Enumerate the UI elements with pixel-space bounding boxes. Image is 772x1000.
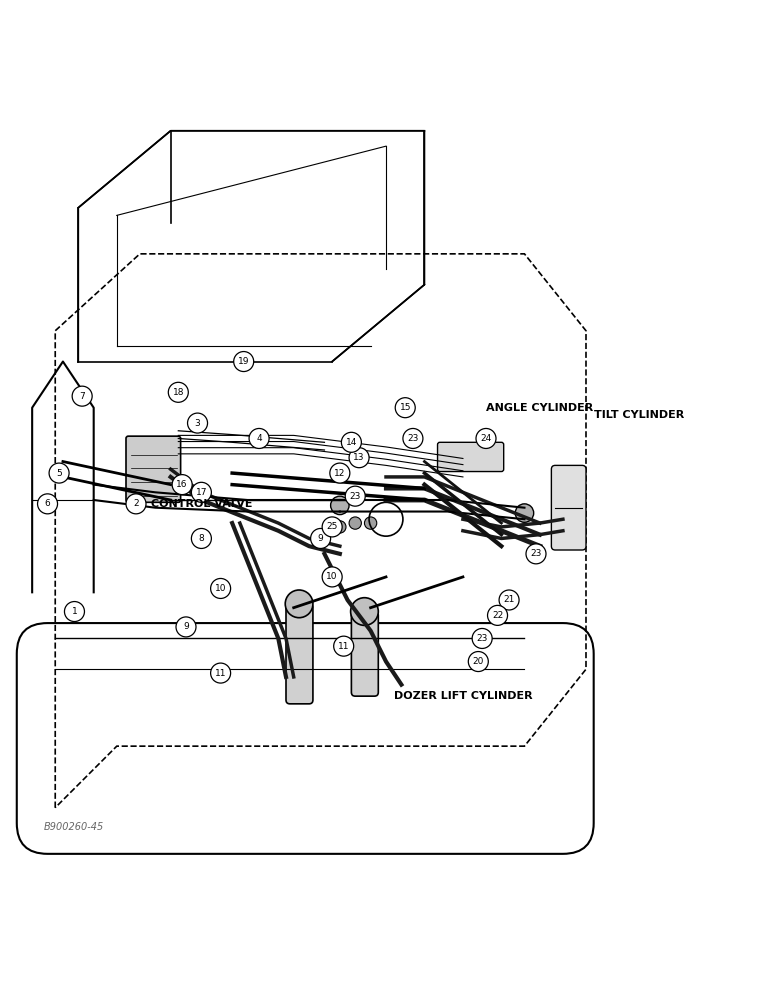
Text: 16: 16	[177, 480, 188, 489]
Circle shape	[188, 413, 208, 433]
Circle shape	[330, 463, 350, 483]
Circle shape	[310, 528, 330, 548]
Text: 15: 15	[399, 403, 411, 412]
Text: 23: 23	[476, 634, 488, 643]
Circle shape	[176, 617, 196, 637]
Text: TILT CYLINDER: TILT CYLINDER	[594, 410, 684, 420]
Text: 7: 7	[80, 392, 85, 401]
Text: 11: 11	[338, 642, 350, 651]
Circle shape	[249, 428, 269, 448]
Text: 22: 22	[492, 611, 503, 620]
Circle shape	[285, 590, 313, 618]
Text: ANGLE CYLINDER: ANGLE CYLINDER	[486, 403, 593, 413]
Text: 20: 20	[472, 657, 484, 666]
Circle shape	[126, 494, 146, 514]
Circle shape	[38, 494, 58, 514]
Circle shape	[395, 398, 415, 418]
FancyBboxPatch shape	[351, 612, 378, 696]
Circle shape	[72, 386, 92, 406]
Circle shape	[191, 482, 212, 502]
Text: 23: 23	[408, 434, 418, 443]
Text: 21: 21	[503, 595, 515, 604]
Text: 3: 3	[195, 419, 201, 428]
Text: 12: 12	[334, 469, 346, 478]
Text: DOZER LIFT CYLINDER: DOZER LIFT CYLINDER	[394, 691, 533, 701]
Text: 17: 17	[195, 488, 207, 497]
Text: 9: 9	[183, 622, 189, 631]
Circle shape	[334, 636, 354, 656]
Text: 18: 18	[173, 388, 184, 397]
Circle shape	[211, 663, 231, 683]
Circle shape	[476, 428, 496, 448]
Circle shape	[234, 352, 254, 372]
Text: CONTROL VALVE: CONTROL VALVE	[151, 499, 253, 509]
Circle shape	[515, 504, 533, 522]
Text: 9: 9	[318, 534, 323, 543]
Text: 2: 2	[134, 499, 139, 508]
Circle shape	[341, 432, 361, 452]
Circle shape	[334, 521, 346, 533]
Text: 23: 23	[350, 492, 361, 501]
Text: 25: 25	[327, 522, 338, 531]
Circle shape	[65, 602, 84, 622]
FancyBboxPatch shape	[438, 442, 503, 472]
Text: 19: 19	[238, 357, 249, 366]
Text: 8: 8	[198, 534, 205, 543]
Text: 5: 5	[56, 469, 62, 478]
Circle shape	[499, 590, 519, 610]
FancyBboxPatch shape	[126, 436, 181, 502]
Text: 10: 10	[327, 572, 338, 581]
Circle shape	[322, 567, 342, 587]
Circle shape	[526, 544, 546, 564]
Circle shape	[345, 486, 365, 506]
Text: 13: 13	[354, 453, 365, 462]
Circle shape	[168, 382, 188, 402]
Circle shape	[488, 605, 507, 625]
Circle shape	[349, 517, 361, 529]
Circle shape	[469, 652, 489, 672]
Text: 10: 10	[215, 584, 226, 593]
Circle shape	[349, 448, 369, 468]
Circle shape	[330, 496, 349, 515]
Text: 24: 24	[480, 434, 492, 443]
Circle shape	[322, 517, 342, 537]
Text: 1: 1	[72, 607, 77, 616]
Circle shape	[350, 598, 378, 625]
Circle shape	[49, 463, 69, 483]
Circle shape	[172, 475, 192, 495]
Text: 23: 23	[530, 549, 542, 558]
FancyBboxPatch shape	[286, 604, 313, 704]
Text: 11: 11	[215, 669, 226, 678]
Circle shape	[191, 528, 212, 548]
Text: 6: 6	[45, 499, 50, 508]
Circle shape	[364, 517, 377, 529]
Circle shape	[472, 628, 493, 648]
Circle shape	[211, 578, 231, 598]
Circle shape	[403, 428, 423, 448]
FancyBboxPatch shape	[551, 465, 586, 550]
Text: 4: 4	[256, 434, 262, 443]
Text: 14: 14	[346, 438, 357, 447]
Text: B900260-45: B900260-45	[44, 822, 104, 832]
